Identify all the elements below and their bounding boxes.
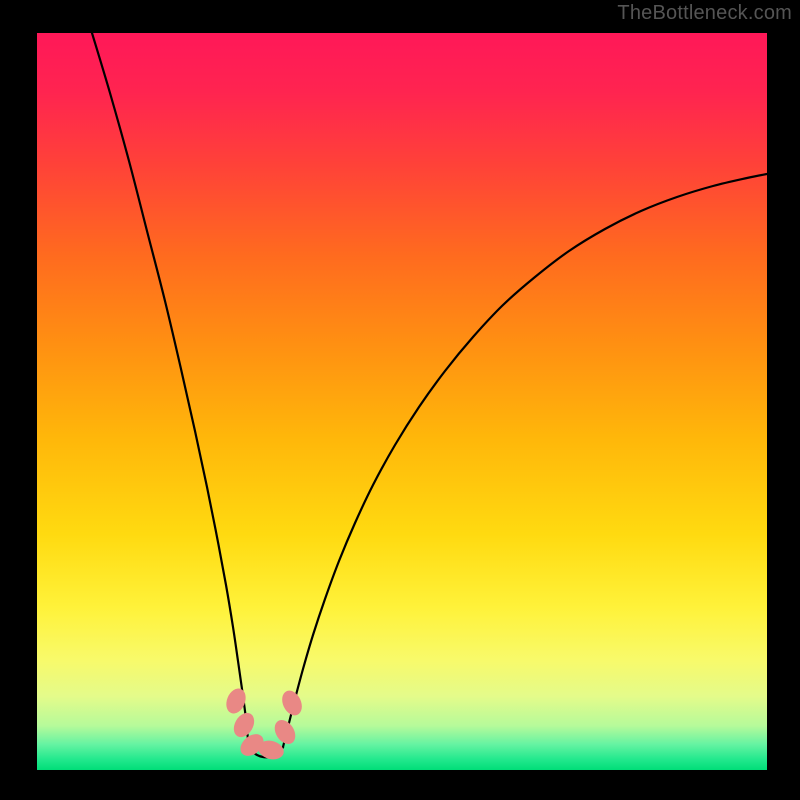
valley-marker: [278, 687, 305, 718]
plot-svg: [37, 33, 767, 770]
attribution-text: TheBottleneck.com: [617, 2, 792, 25]
plot-area: [37, 33, 767, 770]
bottleneck-curve: [92, 33, 767, 757]
outer-frame: TheBottleneck.com: [0, 0, 800, 800]
